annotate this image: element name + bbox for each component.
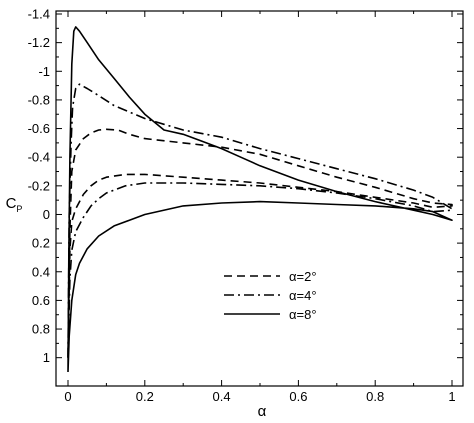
x-tick-label: 0.2 bbox=[136, 389, 154, 404]
y-tick-label: 0 bbox=[43, 207, 50, 222]
y-tick-label: -0.2 bbox=[28, 178, 50, 193]
y-tick-label: -1.4 bbox=[28, 7, 50, 22]
y-tick-label: 1 bbox=[43, 350, 50, 365]
x-axis-title: α bbox=[258, 403, 267, 420]
y-axis-title-subscript: P bbox=[16, 204, 22, 214]
x-tick-label: 0 bbox=[64, 389, 71, 404]
x-tick-label: 0.8 bbox=[366, 389, 384, 404]
legend: α=2° α=4° α=8° bbox=[224, 269, 317, 322]
y-tick-label: -0.8 bbox=[28, 92, 50, 107]
series-line-1 bbox=[67, 128, 453, 358]
x-tick-label: 0.6 bbox=[289, 389, 307, 404]
legend-label-1: α=2° bbox=[289, 269, 317, 284]
plot-area: 0 0.2 0.4 0.6 0.8 1 -1.4 -1.2 -1 -0.8 -0.6 -0.4 -0.2… bbox=[28, 7, 464, 404]
series-line-3 bbox=[67, 26, 453, 373]
y-tick-label: -0.6 bbox=[28, 121, 50, 136]
y-tick-label: 0.2 bbox=[32, 236, 50, 251]
y-axis-title-main: C bbox=[6, 195, 17, 212]
series-line-2 bbox=[67, 83, 453, 358]
y-tick-label: -1 bbox=[38, 64, 50, 79]
x-tick-label: 0.4 bbox=[213, 389, 231, 404]
x-tick-label: 1 bbox=[448, 389, 455, 404]
y-tick-label: 0.6 bbox=[32, 293, 50, 308]
y-tick-label: 0.4 bbox=[32, 264, 50, 279]
y-tick-label: -0.4 bbox=[28, 150, 50, 165]
legend-label-3: α=8° bbox=[289, 307, 317, 322]
y-tick-label: 0.8 bbox=[32, 322, 50, 337]
y-axis-title: CP bbox=[6, 195, 23, 214]
legend-label-2: α=4° bbox=[289, 288, 317, 303]
y-tick-label: -1.2 bbox=[28, 35, 50, 50]
plot-frame bbox=[55, 10, 464, 387]
